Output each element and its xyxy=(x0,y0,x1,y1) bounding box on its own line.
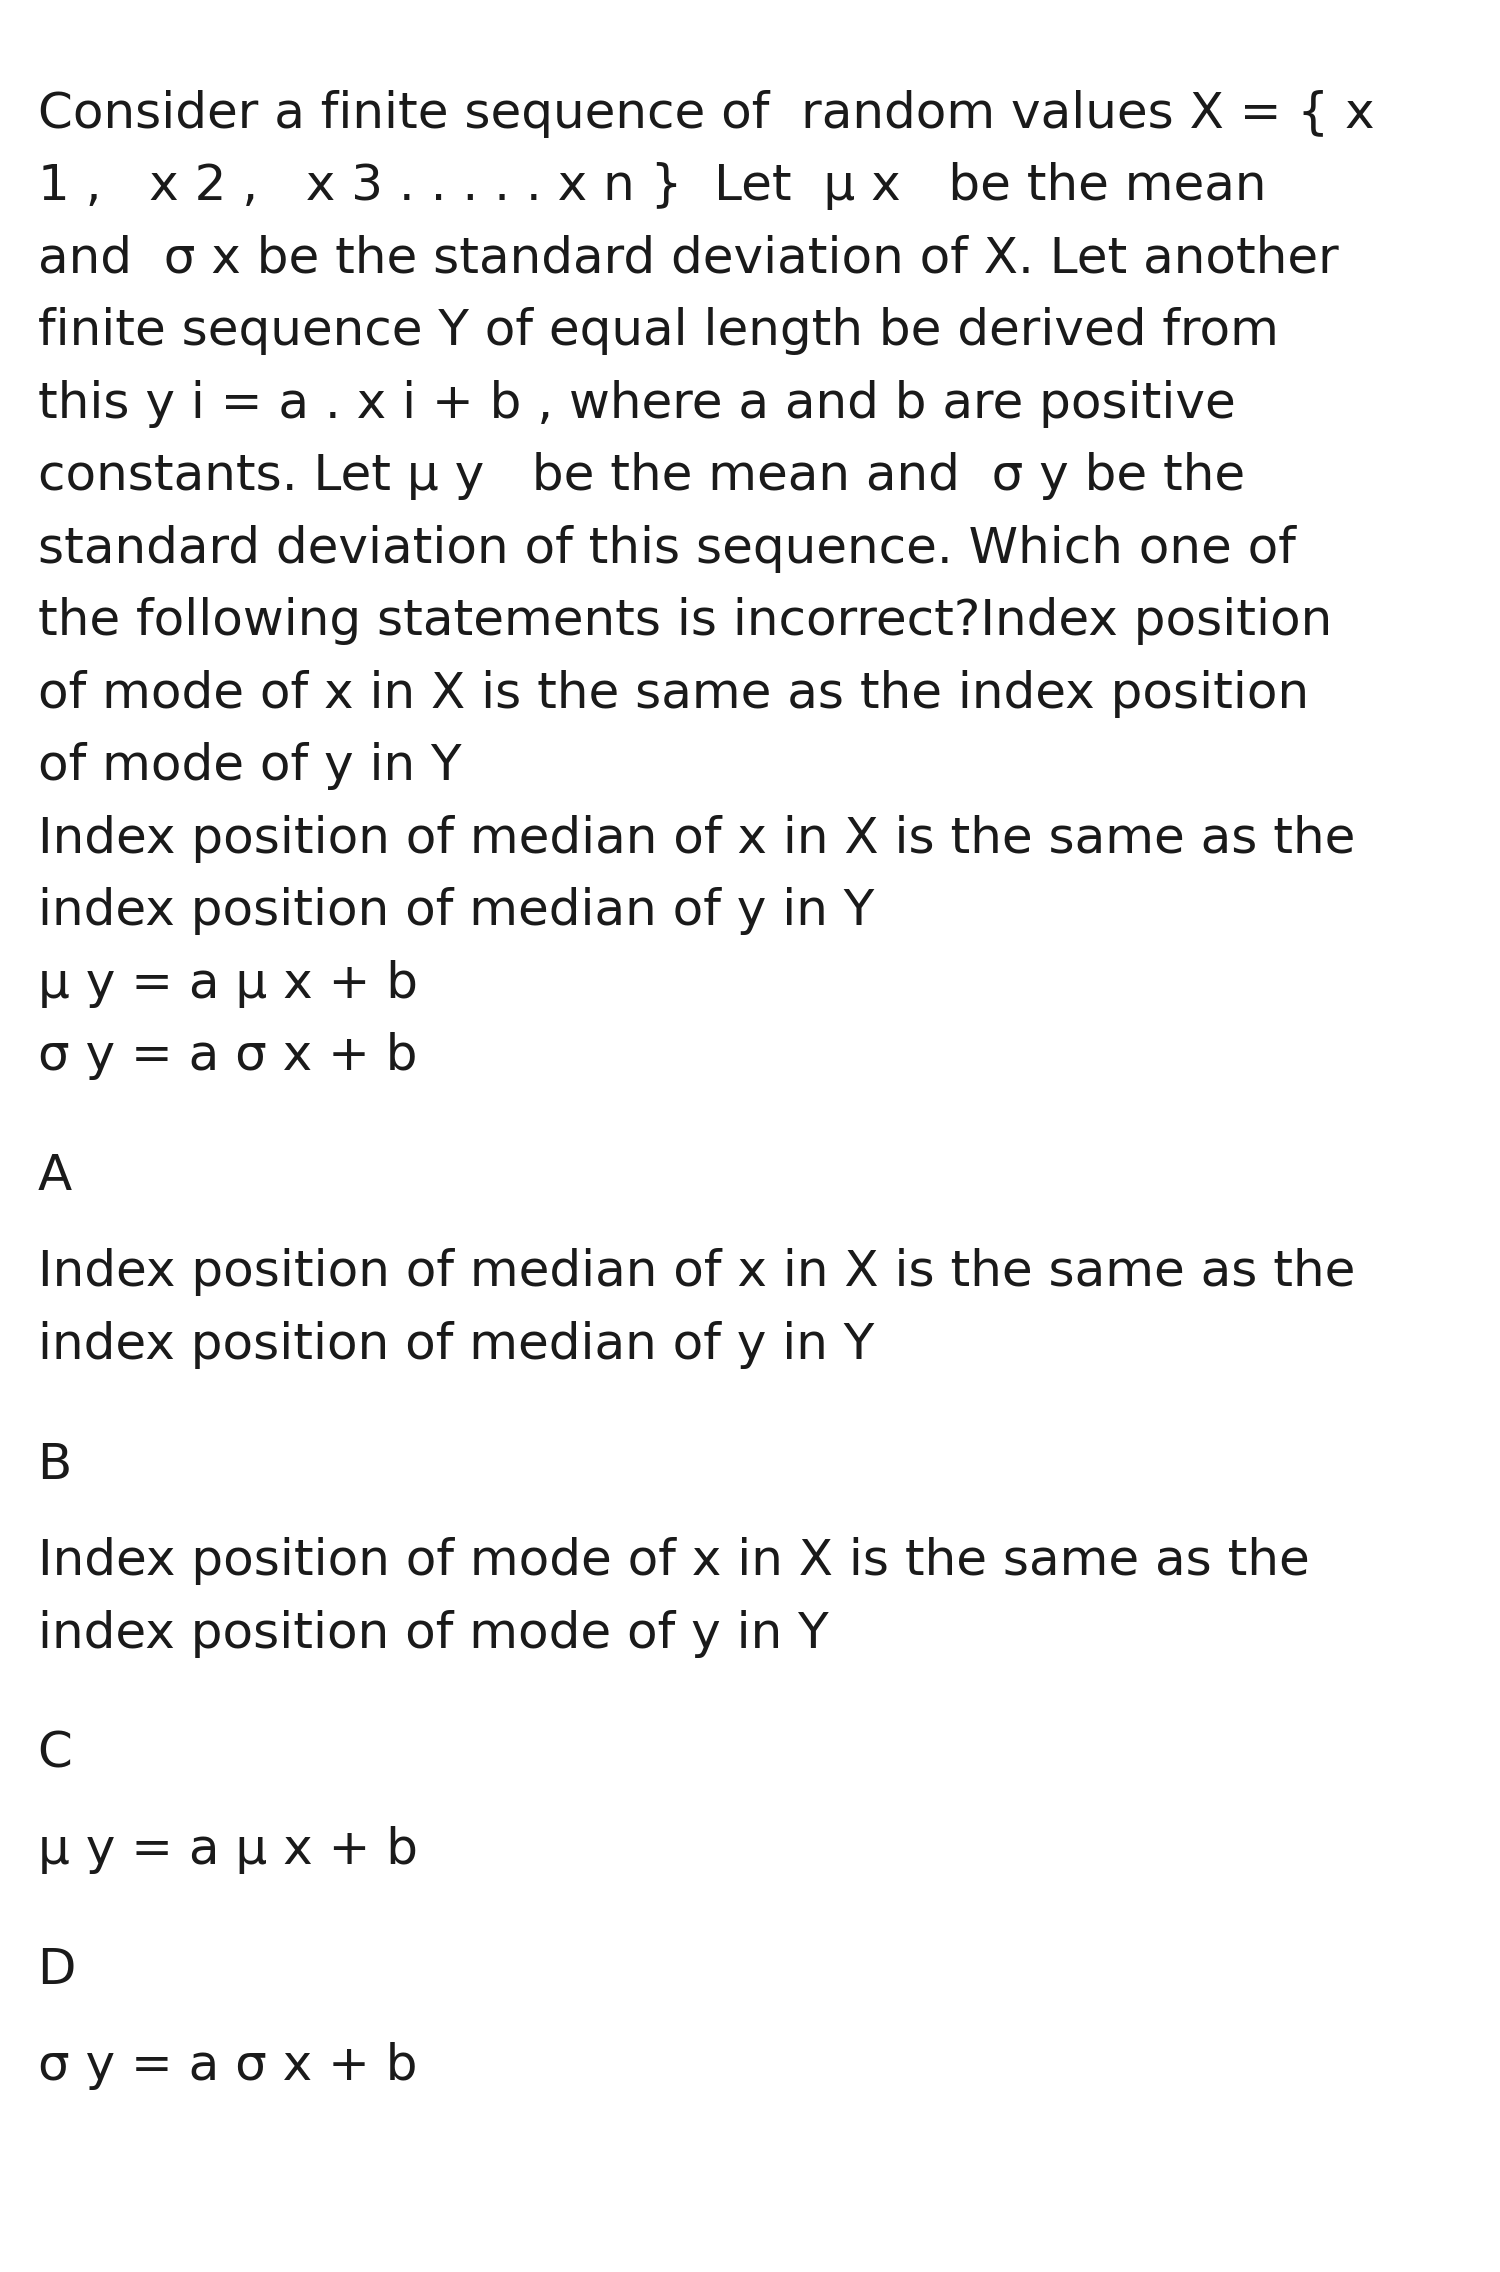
Text: μ y = a μ x + b: μ y = a μ x + b xyxy=(38,959,417,1006)
Text: Index position of median of x in X is the same as the: Index position of median of x in X is th… xyxy=(38,816,1354,863)
Text: D: D xyxy=(38,1945,76,1995)
Text: B: B xyxy=(38,1440,72,1488)
Text: constants. Let μ y   be the mean and  σ y be the: constants. Let μ y be the mean and σ y b… xyxy=(38,452,1245,500)
Text: C: C xyxy=(38,1729,72,1777)
Text: standard deviation of this sequence. Which one of: standard deviation of this sequence. Whi… xyxy=(38,525,1296,573)
Text: μ y = a μ x + b: μ y = a μ x + b xyxy=(38,1827,417,1874)
Text: A: A xyxy=(38,1152,72,1200)
Text: of mode of y in Y: of mode of y in Y xyxy=(38,743,460,791)
Text: index position of mode of y in Y: index position of mode of y in Y xyxy=(38,1609,828,1659)
Text: this y i = a . x i + b , where a and b are positive: this y i = a . x i + b , where a and b a… xyxy=(38,379,1236,427)
Text: finite sequence Y of equal length be derived from: finite sequence Y of equal length be der… xyxy=(38,307,1278,354)
Text: index position of median of y in Y: index position of median of y in Y xyxy=(38,886,873,936)
Text: Consider a finite sequence of  random values X = { x: Consider a finite sequence of random val… xyxy=(38,89,1374,139)
Text: and  σ x be the standard deviation of X. Let another: and σ x be the standard deviation of X. … xyxy=(38,234,1338,282)
Text: 1 ,   x 2 ,   x 3 . . . . . x n }  Let  μ x   be the mean: 1 , x 2 , x 3 . . . . . x n } Let μ x be… xyxy=(38,161,1266,209)
Text: Index position of median of x in X is the same as the: Index position of median of x in X is th… xyxy=(38,1247,1354,1297)
Text: the following statements is incorrect?Index position: the following statements is incorrect?In… xyxy=(38,598,1332,645)
Text: index position of median of y in Y: index position of median of y in Y xyxy=(38,1320,873,1368)
Text: of mode of x in X is the same as the index position: of mode of x in X is the same as the ind… xyxy=(38,670,1308,718)
Text: σ y = a σ x + b: σ y = a σ x + b xyxy=(38,2043,417,2090)
Text: σ y = a σ x + b: σ y = a σ x + b xyxy=(38,1031,417,1079)
Text: Index position of mode of x in X is the same as the: Index position of mode of x in X is the … xyxy=(38,1538,1310,1586)
